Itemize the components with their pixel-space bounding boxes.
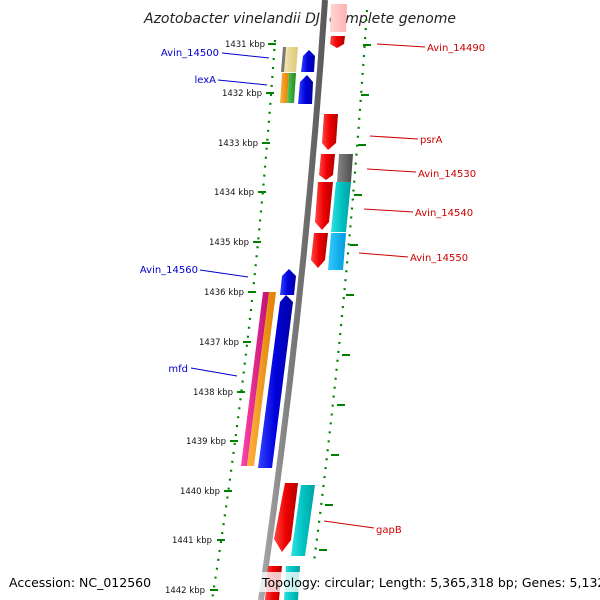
gene-khaki-feature[interactable] xyxy=(282,47,298,72)
gene-lexa-arrow[interactable] xyxy=(298,75,313,104)
ruler-label: 1435 kbp xyxy=(209,238,249,248)
ruler-label: 1440 kbp xyxy=(180,487,220,497)
gene-cyan-gapb-feature[interactable] xyxy=(291,485,315,556)
label-avin14500[interactable]: Avin_14500 xyxy=(161,48,219,59)
gene-avin14560-arrow[interactable] xyxy=(280,269,296,295)
ruler-ticks xyxy=(210,43,276,591)
ruler-label: 1437 kbp xyxy=(199,338,239,348)
ruler-label: 1442 kbp xyxy=(165,586,205,596)
right-ticks xyxy=(319,44,371,551)
label-avin14560[interactable]: Avin_14560 xyxy=(140,265,198,276)
gene-gray-block-feature[interactable] xyxy=(337,154,353,182)
gene-green-feature[interactable] xyxy=(287,73,296,103)
gene-avin14500-arrow[interactable] xyxy=(301,50,315,72)
gene-avin14530-arrow[interactable] xyxy=(319,154,335,180)
ruler-label: 1436 kbp xyxy=(204,288,244,298)
ruler-label: 1438 kbp xyxy=(193,388,233,398)
label-avin14540[interactable]: Avin_14540 xyxy=(415,208,473,219)
gene-avin14540-arrow[interactable] xyxy=(315,182,333,230)
ruler-label: 1441 kbp xyxy=(172,536,212,546)
label-lexa[interactable]: lexA xyxy=(194,75,216,86)
label-avin14550[interactable]: Avin_14550 xyxy=(410,253,468,264)
ruler-label: 1439 kbp xyxy=(186,437,226,447)
gene-cyan-feature[interactable] xyxy=(331,182,351,232)
gene-psra-arrow[interactable] xyxy=(322,114,338,150)
gene-gray-feature[interactable] xyxy=(281,47,286,72)
label-avin14490[interactable]: Avin_14490 xyxy=(427,43,485,54)
label-avin14530[interactable]: Avin_14530 xyxy=(418,169,476,180)
gene-gapb-arrow[interactable] xyxy=(274,483,298,552)
right-dotted-track xyxy=(312,9,369,563)
gene-pink-feature[interactable] xyxy=(330,4,347,32)
ruler-label: 1433 kbp xyxy=(218,139,258,149)
gene-magenta-feature[interactable] xyxy=(241,292,269,466)
left-dotted-track xyxy=(210,39,277,600)
gene-orange-feature[interactable] xyxy=(280,73,289,103)
gene-sky-feature[interactable] xyxy=(328,233,346,270)
map-title: Azotobacter vinelandii DJ, complete geno… xyxy=(143,11,456,27)
genome-backbone xyxy=(258,0,328,600)
gene-orange-long-feature[interactable] xyxy=(247,292,276,466)
gene-mfd-arrow[interactable] xyxy=(258,295,293,468)
ruler-labels: 1431 kbp 1432 kbp 1433 kbp 1434 kbp 1435… xyxy=(165,40,265,596)
gene-avin14550-arrow[interactable] xyxy=(311,233,328,268)
right-connectors xyxy=(323,43,426,529)
label-psra[interactable]: psrA xyxy=(420,135,443,146)
label-gapb[interactable]: gapB xyxy=(376,525,402,536)
topology-backdrop xyxy=(258,572,594,592)
ruler-label: 1434 kbp xyxy=(214,188,254,198)
ruler-label: 1431 kbp xyxy=(225,40,265,50)
topology-text: Topology: circular; Length: 5,365,318 bp… xyxy=(261,575,600,590)
ruler-label: 1432 kbp xyxy=(222,89,262,99)
accession-text: Accession: NC_012560 xyxy=(9,575,151,590)
left-connectors xyxy=(190,52,270,377)
gene-avin14490-arrow[interactable] xyxy=(330,36,345,48)
label-mfd[interactable]: mfd xyxy=(168,364,188,375)
